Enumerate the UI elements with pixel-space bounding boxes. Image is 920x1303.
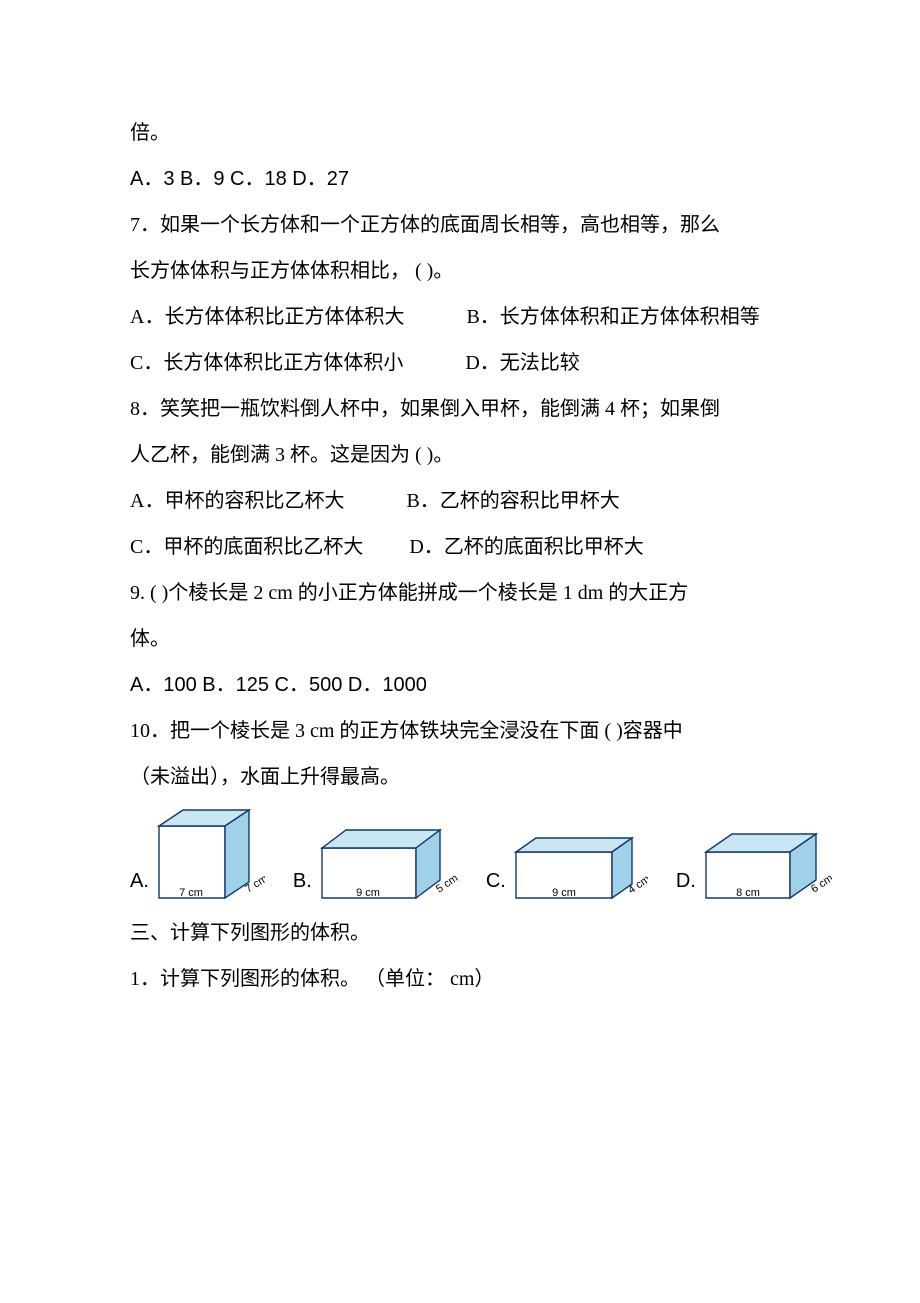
q8-options-row1: A．甲杯的容积比乙杯大 B．乙杯的容积比甲杯大: [130, 478, 790, 524]
q7-optC: C．长方体体积比正方体体积小: [130, 352, 403, 374]
cube-d-front-label: 8 cm: [736, 887, 760, 899]
q8-optA: A．甲杯的容积比乙杯大: [130, 490, 344, 512]
q9-line2: 体。: [130, 616, 790, 662]
q10-optB-label: B.: [293, 858, 312, 904]
q10-optD-label: D.: [676, 858, 696, 904]
cube-c-front-label: 9 cm: [552, 887, 576, 899]
q8-optD: D．乙杯的底面积比甲杯大: [409, 536, 643, 558]
cube-c-icon: 9 cm 4 cm: [512, 834, 648, 904]
cube-a-front-label: 7 cm: [179, 887, 203, 899]
q8-line2: 人乙杯，能倒满 3 杯。这是因为 ( )。: [130, 432, 790, 478]
document-page: 倍。 A．3 B．9 C．18 D．27 7．如果一个长方体和一个正方体的底面周…: [0, 0, 920, 1303]
q7-options-row1: A．长方体体积比正方体体积大 B．长方体体积和正方体体积相等: [130, 294, 790, 340]
q7-optA: A．长方体体积比正方体体积大: [130, 306, 404, 328]
q8-line1: 8．笑笑把一瓶饮料倒人杯中，如果倒入甲杯，能倒满 4 杯；如果倒: [130, 386, 790, 432]
cube-b-front-label: 9 cm: [356, 887, 380, 899]
q8-optC: C．甲杯的底面积比乙杯大: [130, 536, 363, 558]
q10-optA-item: A. 7 cm 7 cm: [130, 806, 265, 904]
q7-options-row2: C．长方体体积比正方体体积小 D．无法比较: [130, 340, 790, 386]
section3-q1: 1．计算下列图形的体积。 （单位： cm）: [130, 956, 790, 1002]
q8-optB: B．乙杯的容积比甲杯大: [406, 490, 619, 512]
cube-b-icon: 9 cm 5 cm: [318, 826, 458, 904]
q9-options: A．100 B．125 C．500 D．1000: [130, 662, 790, 708]
q10-line2: （未溢出），水面上升得最高。: [130, 754, 790, 800]
q6-continuation: 倍。: [130, 110, 790, 156]
cube-a-icon: 7 cm 7 cm: [155, 806, 265, 904]
q10-optB-item: B. 9 cm 5 cm: [293, 826, 458, 904]
cube-d-icon: 8 cm 6 cm: [702, 830, 832, 904]
q6-options: A．3 B．9 C．18 D．27: [130, 156, 790, 202]
q10-figure-row: A. 7 cm 7 cm B. 9 cm 5 cm C.: [130, 806, 790, 904]
q9-line1: 9. ( )个棱长是 2 cm 的小正方体能拼成一个棱长是 1 dm 的大正方: [130, 570, 790, 616]
q10-optD-item: D. 8 cm 6 cm: [676, 830, 832, 904]
q10-line1: 10．把一个棱长是 3 cm 的正方体铁块完全浸没在下面 ( )容器中: [130, 708, 790, 754]
q7-line2: 长方体体积与正方体体积相比， ( )。: [130, 248, 790, 294]
q8-options-row2: C．甲杯的底面积比乙杯大 D．乙杯的底面积比甲杯大: [130, 524, 790, 570]
q7-optB: B．长方体体积和正方体体积相等: [466, 306, 759, 328]
q7-line1: 7．如果一个长方体和一个正方体的底面周长相等，高也相等，那么: [130, 202, 790, 248]
section3-heading: 三、计算下列图形的体积。: [130, 910, 790, 956]
q10-optC-item: C. 9 cm 4 cm: [486, 834, 648, 904]
q10-optA-label: A.: [130, 858, 149, 904]
q7-optD: D．无法比较: [465, 352, 579, 374]
q10-optC-label: C.: [486, 858, 506, 904]
